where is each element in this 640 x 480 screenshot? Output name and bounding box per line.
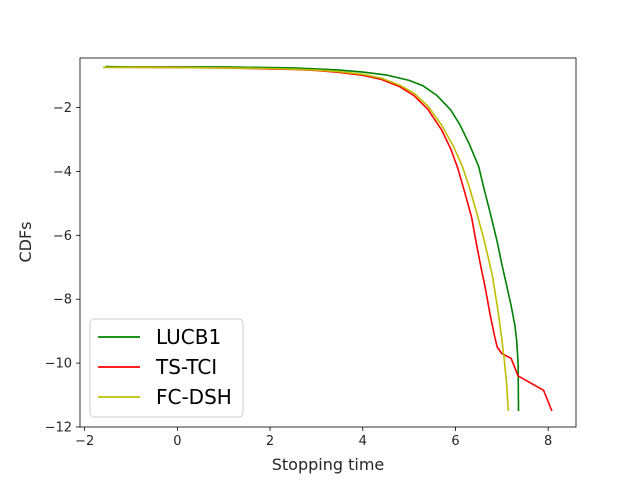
legend-label-ts-tci: TS-TCI bbox=[155, 355, 217, 379]
x-tick-label: −2 bbox=[75, 434, 94, 449]
y-tick-label: −6 bbox=[53, 229, 72, 244]
x-tick-label: 6 bbox=[451, 434, 459, 449]
y-axis-ticks: −12 −10 −8 −6 −4 −2 bbox=[45, 101, 80, 436]
y-tick-label: −10 bbox=[45, 357, 72, 372]
legend-entries: LUCB1 TS-TCI FC-DSH bbox=[98, 325, 232, 409]
plot-frame bbox=[79, 57, 577, 428]
x-tick-label: 0 bbox=[173, 434, 181, 449]
y-tick-label: −12 bbox=[45, 421, 72, 436]
y-tick-label: −8 bbox=[53, 293, 72, 308]
x-axis-ticks: −2 0 2 4 6 8 bbox=[75, 427, 552, 449]
legend-label-fc-dsh: FC-DSH bbox=[156, 385, 232, 409]
y-tick-label: −4 bbox=[53, 165, 72, 180]
y-axis-label: CDFs bbox=[16, 221, 35, 262]
series-line-fc-dsh bbox=[103, 66, 510, 412]
x-axis-label: Stopping time bbox=[272, 455, 385, 474]
legend-label-lucb1: LUCB1 bbox=[156, 325, 221, 349]
legend-box bbox=[89, 318, 244, 418]
legend: LUCB1 TS-TCI FC-DSH bbox=[89, 318, 244, 418]
x-tick-label: 8 bbox=[544, 434, 552, 449]
series-line-lucb1 bbox=[105, 65, 520, 412]
series-layer bbox=[103, 65, 553, 412]
x-tick-label: 2 bbox=[266, 434, 274, 449]
x-tick-label: 4 bbox=[359, 434, 367, 449]
y-tick-label: −2 bbox=[53, 101, 72, 116]
